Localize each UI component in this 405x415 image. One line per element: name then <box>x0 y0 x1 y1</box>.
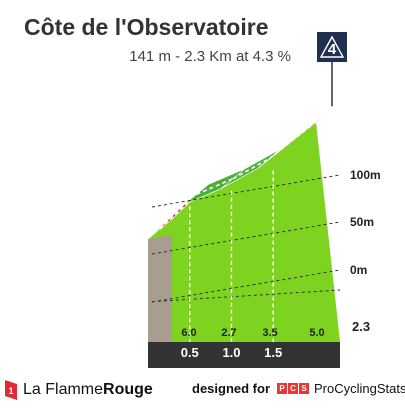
distance-band <box>148 342 340 368</box>
gradient-label: 6.0 <box>181 327 196 339</box>
elevation-gridline <box>151 269 341 303</box>
brand-name: La FlammeRouge <box>23 381 153 398</box>
elevation-gridline <box>151 221 341 255</box>
mountain-icon <box>319 35 345 58</box>
pcs-letter-s: S <box>299 383 310 394</box>
credit-line: designed for P C S ProCyclingStats <box>192 381 405 396</box>
elevation-tick-label: 50m <box>350 215 374 229</box>
pcs-letter-p: P <box>277 383 288 394</box>
laflammerouge-logo: 1 La FlammeRouge <box>4 378 153 402</box>
profile-side-face <box>148 122 340 342</box>
distance-tick-label: 1.0 <box>222 345 240 360</box>
elevation-gridline <box>151 289 341 303</box>
pcs-logo: P C S <box>277 383 310 394</box>
pcs-letter-c: C <box>288 383 299 394</box>
distance-tick-label: 1.5 <box>264 345 282 360</box>
climb-summary: 141 m - 2.3 Km at 4.3 % <box>129 48 291 65</box>
profile-left-wall <box>148 235 172 342</box>
segment-centerline-3 <box>269 111 329 160</box>
category-label: 4 <box>328 41 337 58</box>
gradient-label: 5.0 <box>309 327 324 339</box>
climb-title: Côte de l'Observatoire <box>24 14 269 40</box>
svg-text:1: 1 <box>8 386 13 396</box>
pcs-name: ProCyclingStats <box>314 381 405 396</box>
elevation-profile-chart: 100m 50m 0m 0.5 1.0 1.5 6.0 2.7 3.5 5.0 2.3 4 <box>147 32 381 368</box>
total-distance-label: 2.3 <box>352 319 370 334</box>
elevation-tick-label: 100m <box>350 168 381 182</box>
elevation-gridline <box>151 174 341 208</box>
flag-icon: 1 <box>5 380 17 400</box>
segment-centerline-0 <box>159 193 198 230</box>
gradient-label: 2.7 <box>221 327 236 339</box>
credit-text: designed for <box>192 381 271 396</box>
gradient-label: 3.5 <box>262 327 277 339</box>
distance-tick-label: 0.5 <box>181 345 199 360</box>
elevation-tick-label: 0m <box>350 263 367 277</box>
